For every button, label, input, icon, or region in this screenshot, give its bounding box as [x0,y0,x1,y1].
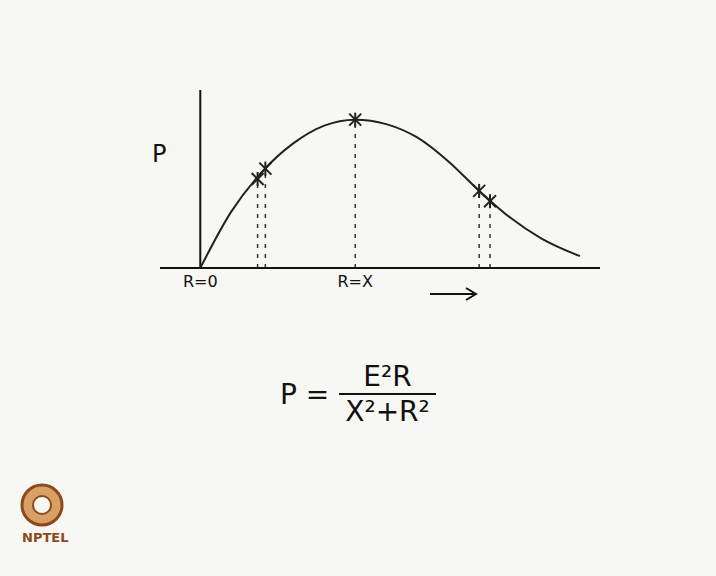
html-text:P: P [152,140,167,168]
html-text:E²R: E²R [363,360,412,393]
svg-text:R=0: R=0 [183,272,218,291]
html-text:NPTEL: NPTEL [22,530,69,545]
html-text:X²+R²: X²+R² [345,395,430,428]
svg-text:R=X: R=X [337,272,373,291]
html-text:P =: P = [280,377,330,411]
